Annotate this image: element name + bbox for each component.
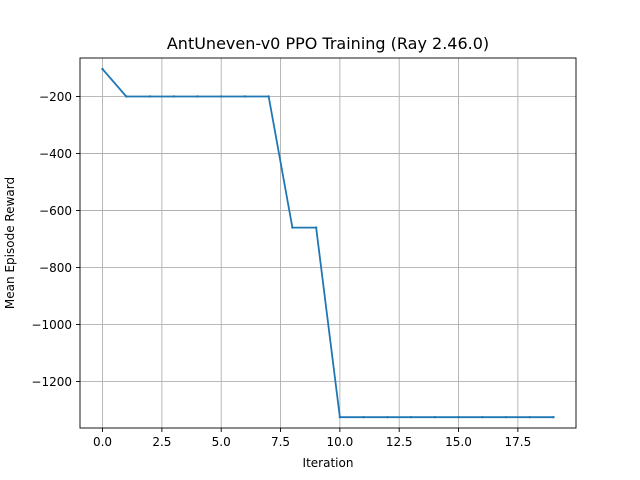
chart-title: AntUneven-v0 PPO Training (Ray 2.46.0): [167, 34, 489, 53]
data-point: [481, 415, 484, 419]
y-tick-label: −1000: [31, 318, 72, 332]
data-point: [504, 415, 508, 419]
data-point: [386, 415, 389, 419]
data-point: [433, 415, 436, 419]
data-point: [148, 95, 152, 98]
x-tick-label: 0.0: [93, 435, 112, 449]
series-line-0: [101, 67, 555, 419]
data-point: [314, 226, 318, 229]
y-tick-label: −1200: [31, 375, 72, 389]
data-point: [101, 67, 104, 71]
y-tick-label: −800: [39, 261, 72, 275]
data-point: [409, 415, 413, 419]
x-axis-label: Iteration: [303, 456, 354, 470]
y-tick-label: −600: [39, 204, 72, 218]
x-tick-label: 7.5: [271, 435, 290, 449]
data-point: [220, 95, 223, 98]
y-axis-label: Mean Episode Reward: [3, 177, 17, 309]
data-point: [528, 415, 531, 419]
plot-area-background: [80, 58, 576, 428]
data-point: [243, 95, 247, 98]
data-point: [362, 415, 365, 419]
data-point: [338, 415, 342, 419]
x-tick-label: 17.5: [504, 435, 531, 449]
data-point: [457, 415, 460, 419]
x-tick-label: 2.5: [152, 435, 171, 449]
x-tick-label: 10.0: [327, 435, 354, 449]
x-tick-label: 5.0: [212, 435, 231, 449]
data-point: [267, 95, 270, 98]
data-point: [196, 95, 199, 98]
y-tick-label: −200: [39, 90, 72, 104]
data-point: [172, 95, 175, 98]
data-point: [552, 415, 555, 419]
x-tick-label: 12.5: [386, 435, 413, 449]
ticks: 0.0 2.5 5.0 7.5 10.0 12.5 15.0 17.5 −1200 −1000 −8…: [31, 90, 531, 449]
series-layer: [101, 67, 555, 419]
data-point: [291, 226, 294, 229]
x-tick-label: 15.0: [445, 435, 472, 449]
data-point: [125, 95, 128, 98]
plot-frame: [79, 57, 577, 429]
y-tick-label: −400: [39, 147, 72, 161]
